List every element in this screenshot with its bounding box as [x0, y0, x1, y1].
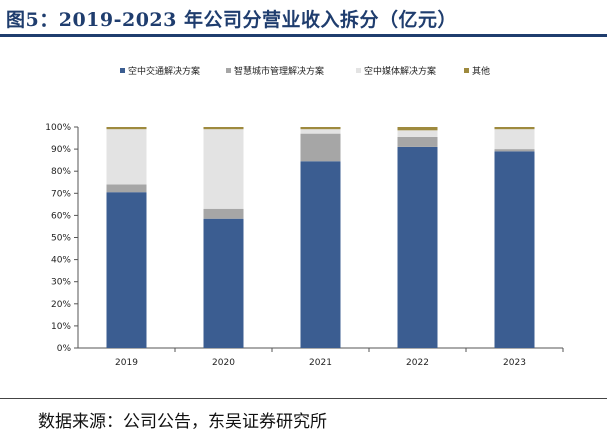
legend-label: 其他	[472, 65, 490, 77]
y-tick-label: 90%	[51, 145, 71, 155]
bar-segment	[106, 129, 147, 185]
legend-label: 空中交通解决方案	[128, 65, 200, 77]
bar-segment	[106, 127, 147, 130]
bar-segment	[494, 127, 535, 130]
x-tick-label: 2021	[309, 358, 332, 368]
y-tick-label: 40%	[51, 256, 71, 266]
legend-swatch	[226, 68, 231, 73]
bar-segment	[397, 130, 438, 137]
y-tick-label: 50%	[51, 234, 71, 244]
x-axis-labels: 2019 2020 2021 2022 2023	[115, 358, 526, 368]
legend-swatch	[464, 68, 469, 73]
chart-axes: 0% 10% 20% 30% 40% 50% 60% 70% 80% 90% 100%	[45, 123, 564, 354]
x-tick-label: 2020	[212, 358, 235, 368]
bar-segment	[203, 208, 244, 219]
stacked-bar-chart: 空中交通解决方案 智慧城市管理解决方案 空中媒体解决方案 其他 0% 10% 20% 30%…	[45, 65, 564, 368]
chart-legend: 空中交通解决方案 智慧城市管理解决方案 空中媒体解决方案 其他	[120, 65, 490, 77]
y-tick-label: 30%	[51, 278, 71, 288]
bar-segment	[300, 129, 341, 134]
bar-segment	[300, 133, 341, 162]
bar-segment	[397, 136, 438, 147]
x-tick-label: 2019	[115, 358, 138, 368]
bar-segment	[106, 184, 147, 193]
source-note: 数据来源：公司公告，东吴证券研究所	[38, 412, 327, 432]
bar-segment	[203, 127, 244, 130]
x-tick-label: 2022	[406, 358, 429, 368]
source-divider	[0, 398, 607, 399]
legend-label: 智慧城市管理解决方案	[234, 65, 324, 77]
y-tick-label: 0%	[57, 344, 72, 354]
title-underline	[0, 34, 607, 37]
bar-segment	[203, 129, 244, 209]
bar-segment	[494, 149, 535, 152]
bar-segment	[106, 192, 147, 348]
bar-segment	[203, 218, 244, 348]
x-tick-label: 2023	[503, 358, 526, 368]
bar-segment	[300, 161, 341, 348]
y-tick-label: 70%	[51, 189, 71, 199]
y-tick-label: 20%	[51, 300, 71, 310]
y-tick-label: 80%	[51, 167, 71, 177]
legend-swatch	[356, 68, 361, 73]
bar-segment	[494, 129, 535, 150]
figure-title: 图5：2019-2023 年公司分营业收入拆分（亿元）	[6, 9, 457, 31]
y-tick-label: 60%	[51, 211, 71, 221]
legend-swatch	[120, 68, 125, 73]
bar-segment	[397, 146, 438, 348]
y-tick-label: 10%	[51, 322, 71, 332]
legend-label: 空中媒体解决方案	[364, 65, 436, 77]
figure-title-bar: 图5：2019-2023 年公司分营业收入拆分（亿元）	[0, 0, 607, 37]
bar-segment	[494, 151, 535, 348]
chart-bars	[106, 127, 535, 348]
y-tick-label: 100%	[45, 123, 71, 133]
bar-segment	[300, 127, 341, 130]
bar-segment	[397, 127, 438, 131]
